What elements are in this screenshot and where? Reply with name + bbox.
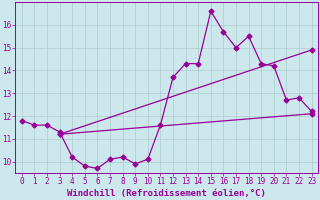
- X-axis label: Windchill (Refroidissement éolien,°C): Windchill (Refroidissement éolien,°C): [67, 189, 266, 198]
